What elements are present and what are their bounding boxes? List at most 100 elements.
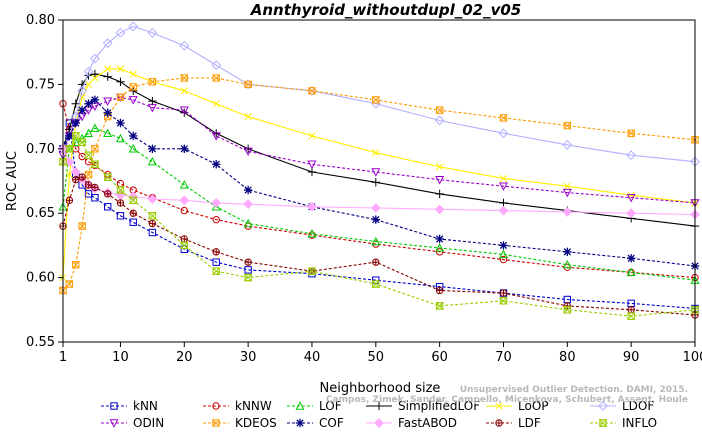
data-point-kdeos — [129, 83, 137, 91]
data-point-cof — [243, 185, 253, 195]
series-line-ldf — [62, 176, 696, 316]
data-point-knnw — [212, 215, 220, 224]
data-point-inflo — [71, 132, 81, 140]
data-point-knnw — [116, 179, 125, 188]
data-point-ldf — [84, 181, 93, 189]
data-point-odin — [307, 160, 317, 170]
data-point-kdeos — [212, 74, 220, 82]
data-point-ldf — [627, 306, 635, 314]
data-point-ldf — [129, 209, 137, 217]
data-point-kdeos — [627, 129, 635, 138]
data-point-knn — [84, 190, 93, 198]
legend-item-ldof: LDOF — [590, 399, 654, 413]
data-point-kdeos — [180, 74, 188, 82]
series-ldof — [58, 21, 700, 167]
data-point-odin — [179, 106, 189, 115]
data-point-knn — [212, 258, 220, 266]
data-point-odin — [435, 176, 445, 185]
data-point-ldf — [435, 286, 444, 295]
data-point-cof — [435, 234, 444, 244]
data-point-loop — [129, 70, 137, 78]
data-point-cof — [103, 108, 112, 117]
legend-item-odin: ODIN — [101, 416, 164, 430]
series-loop — [59, 65, 699, 282]
data-point-inflo — [84, 151, 93, 159]
data-point-cof — [71, 118, 80, 128]
data-point-inflo — [179, 241, 189, 250]
data-point-loop — [436, 163, 444, 171]
y-tick-label: 0.70 — [26, 142, 55, 157]
data-point-ldf — [103, 190, 112, 198]
data-point-loop — [91, 74, 99, 82]
data-point-lof — [307, 229, 317, 238]
data-point-cof — [148, 144, 157, 153]
y-axis: 0.55 0.60 0.65 0.70 0.75 0.80 — [26, 13, 63, 350]
legend-label: COF — [319, 416, 344, 430]
data-point-cof — [116, 118, 125, 128]
data-point-loop — [563, 182, 571, 190]
data-point-cof — [129, 131, 138, 141]
legend-marker-simplifiedlof — [374, 401, 384, 411]
data-point-fastabod — [370, 203, 381, 213]
data-point-fastabod — [179, 195, 190, 206]
data-point-kdeos — [148, 78, 157, 86]
data-point-kdeos — [84, 170, 93, 179]
data-point-lof — [435, 243, 445, 252]
data-point-knn — [116, 212, 125, 220]
y-tick-label: 0.80 — [26, 13, 55, 28]
data-point-lof — [83, 128, 94, 138]
data-point-cof — [77, 105, 87, 115]
data-point-odin — [103, 97, 113, 106]
series-line-knn — [62, 122, 696, 310]
data-point-ldof — [102, 38, 113, 49]
data-point-ldof — [626, 150, 637, 161]
data-point-cof — [212, 160, 221, 169]
data-point-odin — [147, 103, 157, 113]
legend-label: LOF — [319, 399, 342, 413]
data-point-odin — [562, 188, 572, 198]
data-point-loop — [372, 149, 380, 157]
x-axis-label: Neighborhood size — [320, 381, 441, 396]
legend-marker-odin — [109, 419, 119, 428]
data-point-ldof — [147, 27, 158, 38]
data-point-fastabod — [211, 197, 222, 208]
legend-marker-ldf — [495, 419, 503, 427]
data-point-cof — [84, 99, 93, 108]
data-point-ldof — [115, 27, 126, 38]
data-point-cof — [90, 95, 100, 105]
data-point-ldf — [65, 196, 74, 205]
data-point-inflo — [243, 273, 253, 282]
data-point-ldof — [90, 53, 100, 64]
legend-label: LDF — [518, 416, 541, 430]
data-point-inflo — [90, 160, 100, 168]
legend-marker-inflo — [598, 419, 608, 427]
data-point-ldf — [372, 258, 380, 266]
data-point-kdeos — [65, 280, 74, 288]
data-point-loop — [244, 113, 252, 121]
data-point-ldof — [562, 140, 573, 150]
data-point-cof — [563, 247, 572, 257]
x-tick-label: 30 — [240, 350, 257, 365]
data-point-inflo — [435, 302, 445, 310]
data-point-knn — [91, 194, 99, 202]
x-tick-label: 20 — [176, 350, 193, 365]
data-point-simplifiedlof — [435, 189, 444, 199]
data-point-inflo — [211, 267, 221, 275]
data-point-ldof — [83, 66, 94, 77]
data-point-lof — [498, 249, 509, 259]
series-cof — [58, 95, 700, 271]
data-point-kdeos — [72, 261, 80, 269]
data-point-ldf — [91, 183, 99, 192]
data-point-inflo — [371, 280, 381, 288]
x-tick-label: 70 — [495, 350, 512, 365]
series-line-loop — [62, 68, 696, 278]
series-line-fastabod — [62, 148, 696, 216]
legend-item-cof: COF — [287, 416, 344, 430]
data-point-loop — [308, 132, 316, 140]
data-point-ldof — [498, 128, 509, 139]
data-point-loop — [180, 87, 188, 95]
data-point-loop — [212, 100, 220, 108]
data-point-inflo — [77, 138, 87, 147]
legend-label: INFLO — [622, 416, 657, 430]
data-point-simplifiedlof — [307, 167, 317, 177]
